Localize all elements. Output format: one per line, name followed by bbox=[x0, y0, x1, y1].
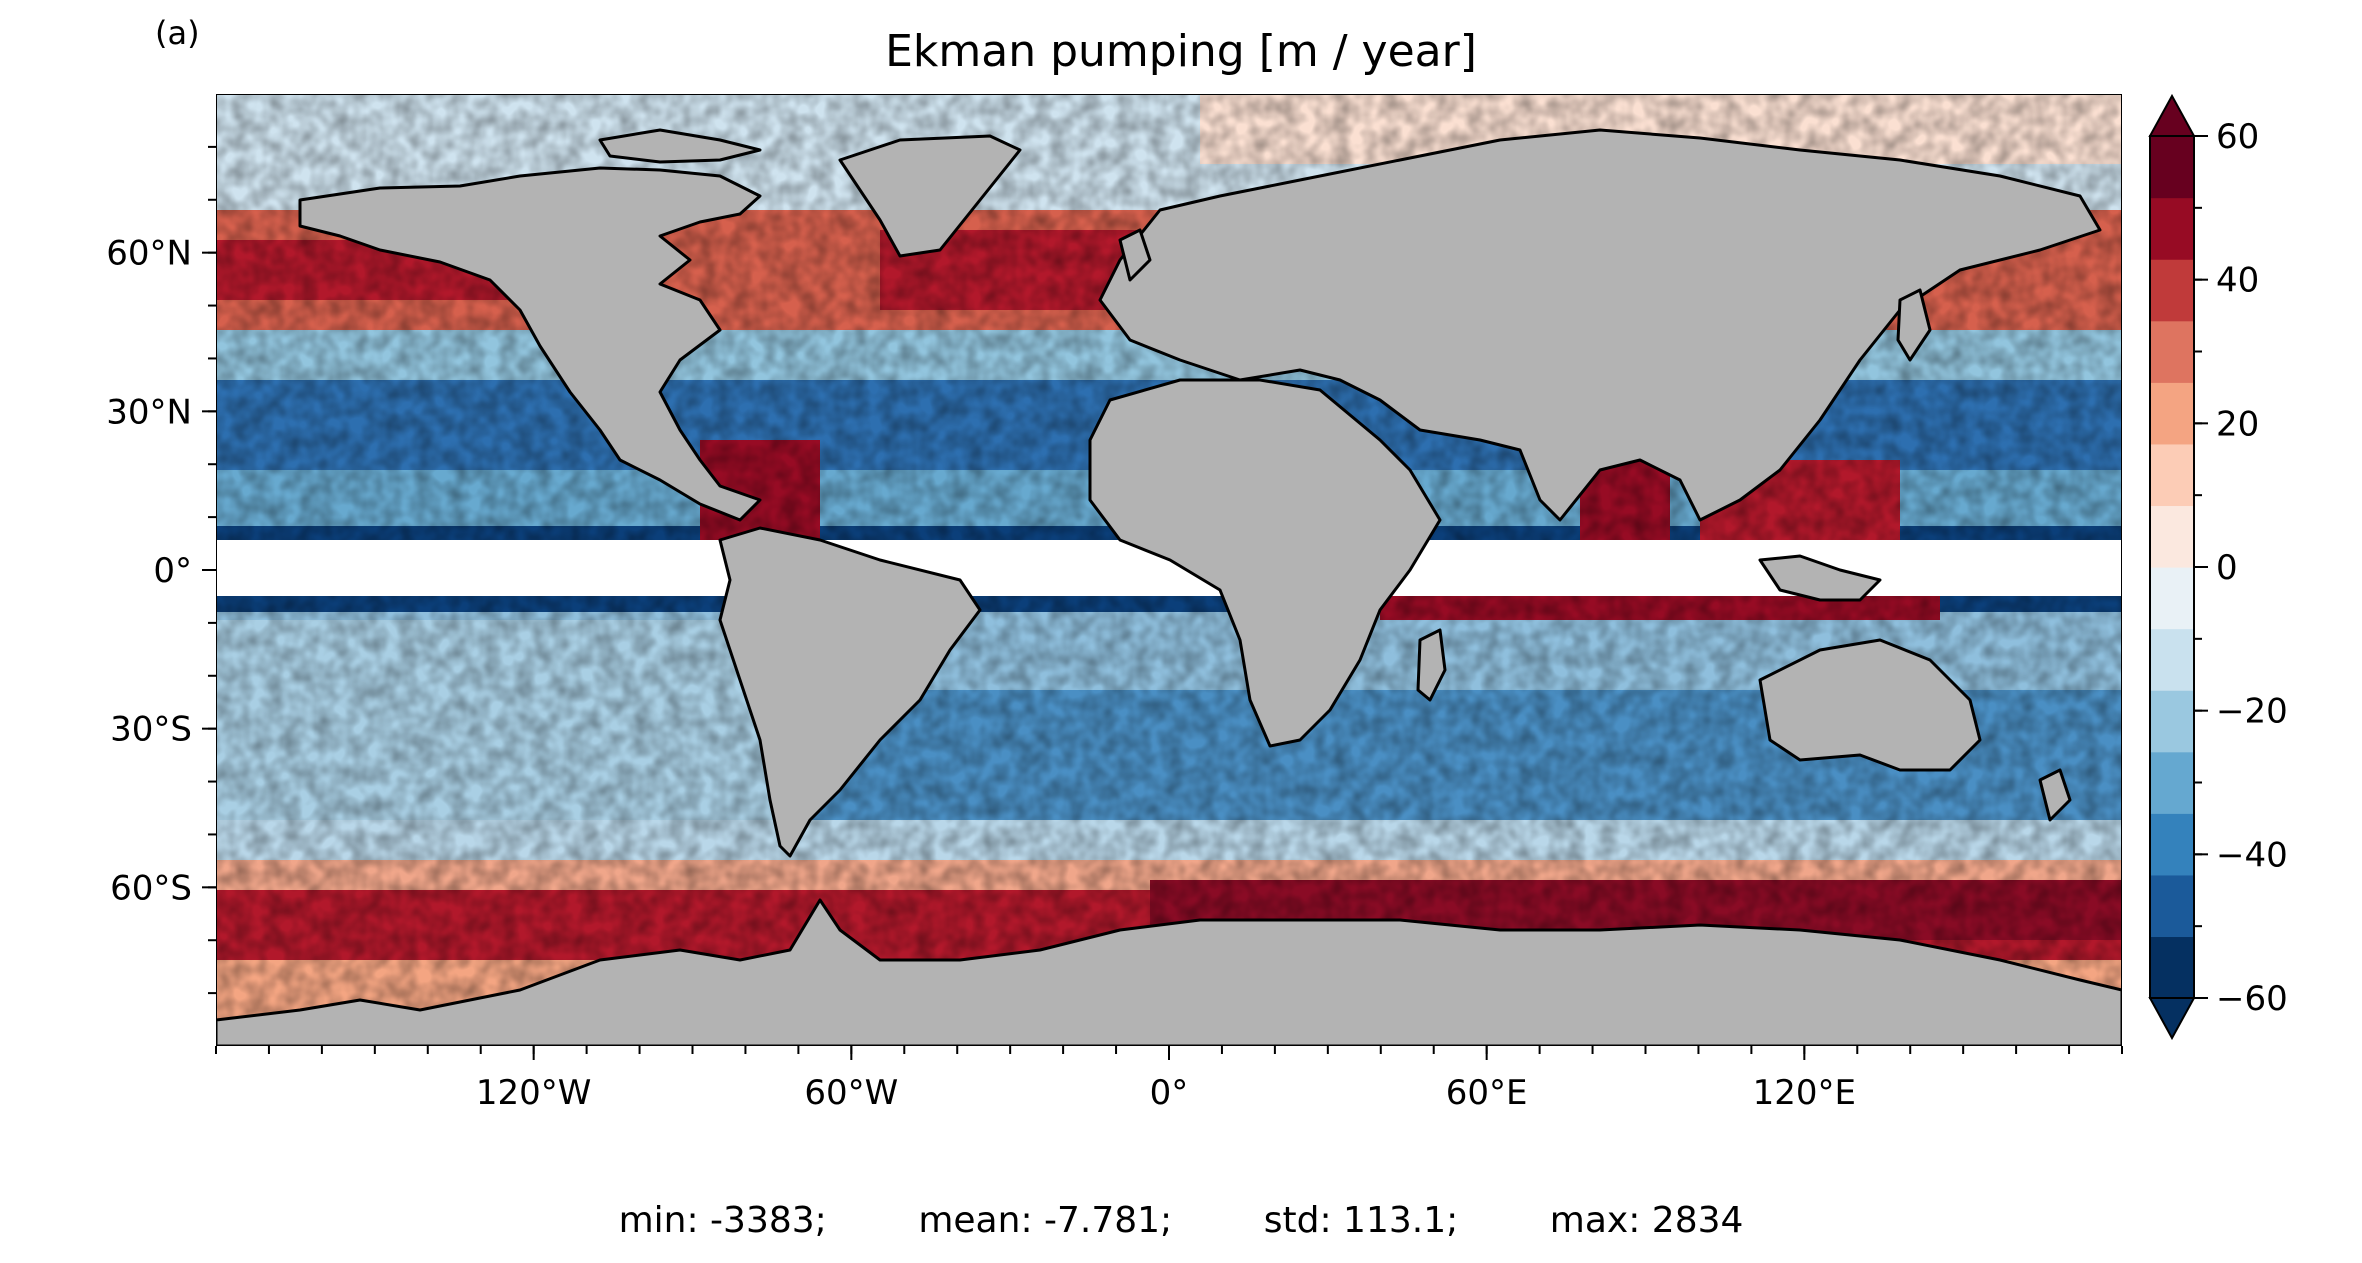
stat-max: max: 2834 bbox=[1549, 1200, 1744, 1241]
colorbar-tick-label: −60 bbox=[2216, 979, 2288, 1019]
land-greenland bbox=[838, 134, 1022, 258]
lon-tick-label: 120°E bbox=[1753, 1073, 1856, 1113]
colorbar-extend-max bbox=[2148, 93, 2196, 137]
colorbar-bin bbox=[2150, 320, 2194, 383]
colorbar-bin bbox=[2150, 259, 2194, 322]
colorbar: 60 40 20 0 −20 −40 −60 bbox=[2148, 93, 2288, 1041]
colorbar-bin bbox=[2150, 505, 2194, 568]
land-canadian-islands bbox=[598, 128, 762, 164]
land-madagascar bbox=[1416, 628, 1447, 702]
lon-tick-label: 0° bbox=[1150, 1073, 1189, 1113]
land bbox=[216, 128, 2122, 1046]
colorbar-bin bbox=[2150, 136, 2194, 199]
land-north-america bbox=[298, 166, 762, 522]
lon-tick-label: 120°W bbox=[476, 1073, 592, 1113]
stat-std: std: 113.1; bbox=[1263, 1200, 1459, 1241]
stat-min: min: -3383; bbox=[618, 1200, 827, 1241]
lat-tick-label: 60°N bbox=[106, 234, 192, 274]
colorbar-bin bbox=[2150, 567, 2194, 630]
land-antarctica bbox=[216, 898, 2122, 1046]
land-uk bbox=[1118, 228, 1152, 282]
land-indonesia bbox=[1758, 554, 1882, 602]
colorbar-bin bbox=[2150, 690, 2194, 753]
map-area bbox=[216, 94, 2122, 1046]
colorbar-bin bbox=[2150, 936, 2194, 999]
lat-tick-label: 30°S bbox=[110, 710, 192, 750]
land-japan bbox=[1896, 288, 1932, 362]
land-africa bbox=[1088, 378, 1442, 748]
lat-tick-label: 30°N bbox=[106, 392, 192, 432]
map-axes: 120°W 60°W 0° 60°E 120°E 60°N 30°N 0° 30°S 60°S bbox=[106, 145, 2123, 1113]
colorbar-tick-label: −20 bbox=[2216, 692, 2288, 732]
land-australia bbox=[1758, 638, 1982, 772]
stats-line: min: -3383; mean: -7.781; std: 113.1; ma… bbox=[0, 1200, 2362, 1241]
lon-tick-label: 60°E bbox=[1446, 1073, 1528, 1113]
lat-tick-label: 0° bbox=[153, 551, 192, 591]
map-title: Ekman pumping [m / year] bbox=[885, 26, 1477, 77]
colorbar-bin bbox=[2150, 874, 2194, 938]
colorbar-tick-label: 20 bbox=[2216, 404, 2259, 444]
lon-tick-label: 60°W bbox=[804, 1073, 898, 1113]
panel-label: (a) bbox=[155, 14, 200, 52]
land-south-america bbox=[718, 526, 982, 858]
colorbar-tick-label: 0 bbox=[2216, 548, 2238, 588]
colorbar-bin bbox=[2150, 813, 2194, 876]
colorbar-bin bbox=[2150, 197, 2194, 260]
lat-tick-label: 60°S bbox=[110, 868, 192, 908]
colorbar-tick-label: −40 bbox=[2216, 835, 2288, 875]
stat-mean: mean: -7.781; bbox=[918, 1200, 1173, 1241]
colorbar-tick-label: 40 bbox=[2216, 261, 2259, 301]
colorbar-bin bbox=[2150, 382, 2194, 445]
colorbar-bin bbox=[2150, 628, 2194, 691]
colorbar-extend-min bbox=[2148, 997, 2196, 1041]
land-new-zealand bbox=[2038, 768, 2072, 822]
land-eurasia bbox=[1098, 128, 2102, 522]
colorbar-bin bbox=[2150, 751, 2194, 814]
colorbar-tick-label: 60 bbox=[2216, 117, 2259, 157]
colorbar-bin bbox=[2150, 443, 2194, 507]
